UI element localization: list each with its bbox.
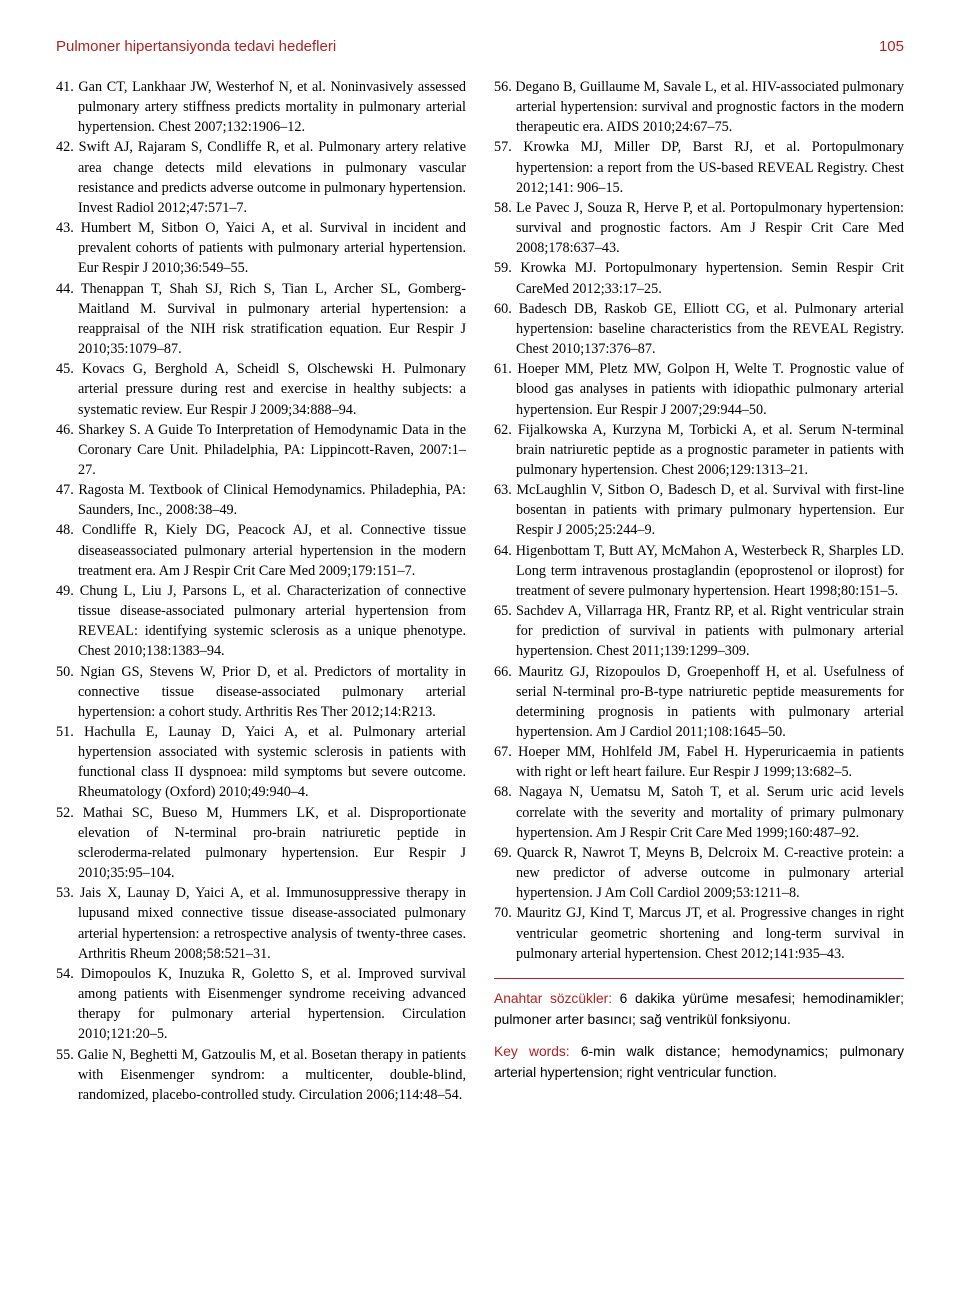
- reference-item: 46. Sharkey S. A Guide To Interpretation…: [56, 420, 466, 480]
- reference-item: 59. Krowka MJ. Portopulmonary hypertensi…: [494, 258, 904, 298]
- keywords-en-label: Key words:: [494, 1044, 570, 1059]
- reference-item: 58. Le Pavec J, Souza R, Herve P, et al.…: [494, 198, 904, 258]
- reference-item: 68. Nagaya N, Uematsu M, Satoh T, et al.…: [494, 782, 904, 842]
- reference-item: 55. Galie N, Beghetti M, Gatzoulis M, et…: [56, 1045, 466, 1105]
- divider: [494, 978, 904, 979]
- reference-item: 60. Badesch DB, Raskob GE, Elliott CG, e…: [494, 299, 904, 359]
- reference-item: 65. Sachdev A, Villarraga HR, Frantz RP,…: [494, 601, 904, 661]
- reference-item: 56. Degano B, Guillaume M, Savale L, et …: [494, 77, 904, 137]
- reference-item: 52. Mathai SC, Bueso M, Hummers LK, et a…: [56, 803, 466, 884]
- reference-item: 44. Thenappan T, Shah SJ, Rich S, Tian L…: [56, 279, 466, 360]
- reference-item: 50. Ngian GS, Stevens W, Prior D, et al.…: [56, 662, 466, 722]
- running-title: Pulmoner hipertansiyonda tedavi hedefler…: [56, 38, 336, 55]
- reference-item: 62. Fijalkowska A, Kurzyna M, Torbicki A…: [494, 420, 904, 480]
- reference-item: 49. Chung L, Liu J, Parsons L, et al. Ch…: [56, 581, 466, 662]
- reference-item: 69. Quarck R, Nawrot T, Meyns B, Delcroi…: [494, 843, 904, 903]
- reference-item: 41. Gan CT, Lankhaar JW, Westerhof N, et…: [56, 77, 466, 137]
- keywords-en: Key words: 6-min walk distance; hemodyna…: [494, 1042, 904, 1083]
- reference-item: 67. Hoeper MM, Hohlfeld JM, Fabel H. Hyp…: [494, 742, 904, 782]
- reference-item: 66. Mauritz GJ, Rizopoulos D, Groepenhof…: [494, 662, 904, 743]
- keywords-tr: Anahtar sözcükler: 6 dakika yürüme mesaf…: [494, 989, 904, 1030]
- keywords-tr-label: Anahtar sözcükler:: [494, 991, 612, 1006]
- reference-item: 63. McLaughlin V, Sitbon O, Badesch D, e…: [494, 480, 904, 540]
- reference-columns: 41. Gan CT, Lankhaar JW, Westerhof N, et…: [56, 77, 904, 1105]
- reference-item: 64. Higenbottam T, Butt AY, McMahon A, W…: [494, 541, 904, 601]
- reference-item: 48. Condliffe R, Kiely DG, Peacock AJ, e…: [56, 520, 466, 580]
- reference-item: 70. Mauritz GJ, Kind T, Marcus JT, et al…: [494, 903, 904, 963]
- keywords-block: Anahtar sözcükler: 6 dakika yürüme mesaf…: [494, 978, 904, 1084]
- reference-item: 54. Dimopoulos K, Inuzuka R, Goletto S, …: [56, 964, 466, 1045]
- page-header: Pulmoner hipertansiyonda tedavi hedefler…: [56, 38, 904, 55]
- reference-item: 45. Kovacs G, Berghold A, Scheidl S, Ols…: [56, 359, 466, 419]
- reference-item: 42. Swift AJ, Rajaram S, Condliffe R, et…: [56, 137, 466, 218]
- reference-item: 57. Krowka MJ, Miller DP, Barst RJ, et a…: [494, 137, 904, 197]
- reference-item: 43. Humbert M, Sitbon O, Yaici A, et al.…: [56, 218, 466, 278]
- reference-item: 47. Ragosta M. Textbook of Clinical Hemo…: [56, 480, 466, 520]
- reference-item: 51. Hachulla E, Launay D, Yaici A, et al…: [56, 722, 466, 803]
- reference-item: 53. Jais X, Launay D, Yaici A, et al. Im…: [56, 883, 466, 964]
- page-number: 105: [879, 38, 904, 55]
- reference-item: 61. Hoeper MM, Pletz MW, Golpon H, Welte…: [494, 359, 904, 419]
